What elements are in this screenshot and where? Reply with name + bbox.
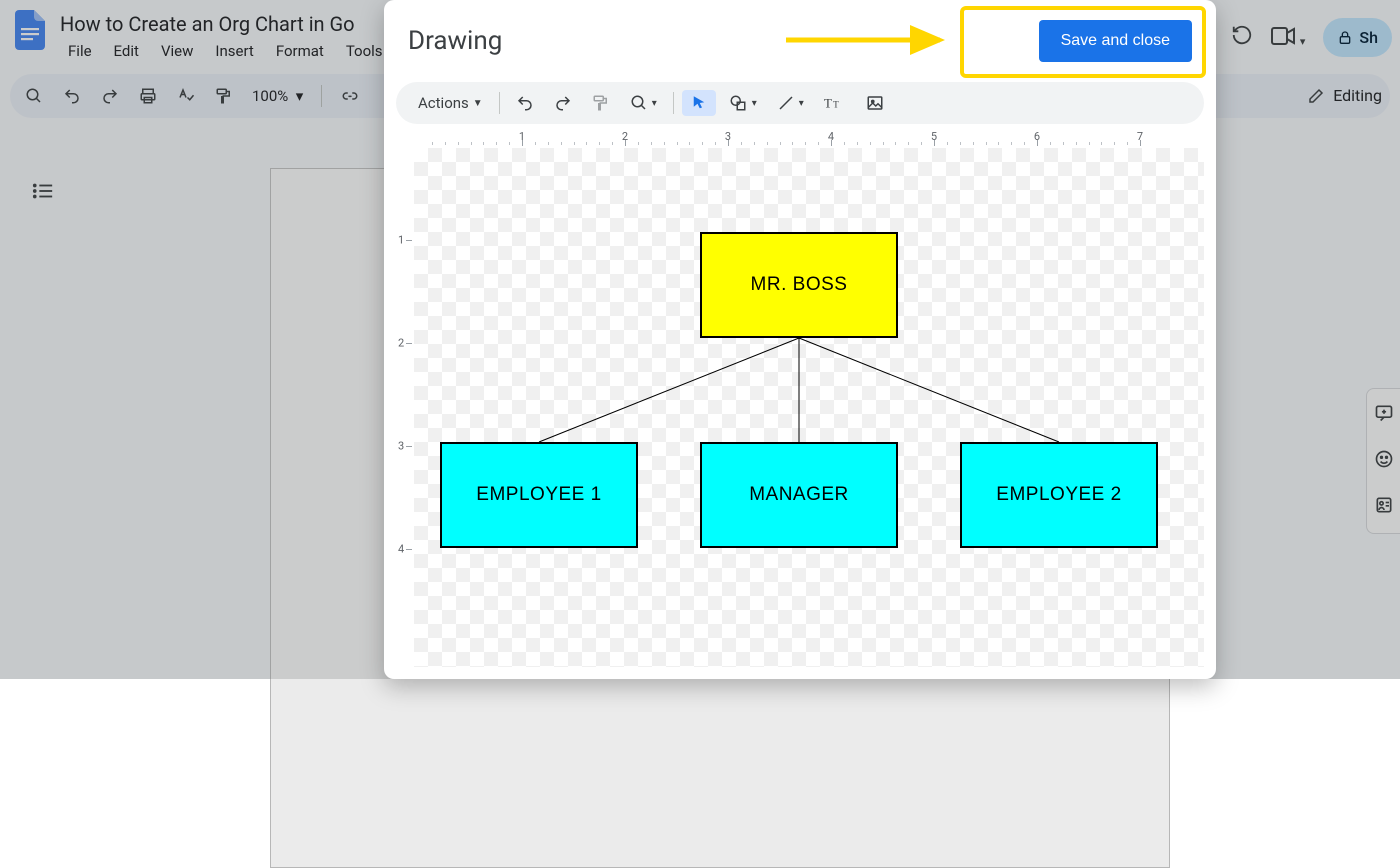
editing-label: Editing — [1333, 86, 1382, 105]
outline-icon[interactable] — [32, 182, 54, 204]
menu-tools[interactable]: Tools — [338, 40, 391, 62]
suggest-icon[interactable] — [1374, 495, 1394, 519]
org-node-boss[interactable]: MR. BOSS — [700, 232, 898, 338]
menu-insert[interactable]: Insert — [207, 40, 261, 62]
select-tool-icon[interactable] — [682, 90, 716, 116]
redo-icon[interactable] — [546, 90, 580, 116]
zoom-tool-icon[interactable]: ▾ — [622, 90, 665, 116]
ruler-tick: 3 — [398, 440, 404, 453]
textbox-tool-icon[interactable]: TT — [816, 91, 854, 115]
drawing-canvas[interactable]: MR. BOSS EMPLOYEE 1 MANAGER EMPLOYEE 2 — [414, 148, 1204, 667]
undo-icon[interactable] — [62, 86, 82, 106]
zoom-dropdown[interactable]: 100% ▾ — [252, 87, 303, 105]
ruler-tick: 4 — [398, 543, 404, 556]
shape-tool-icon[interactable]: ▾ — [720, 90, 765, 116]
docs-logo-icon — [12, 8, 48, 52]
menu-file[interactable]: File — [60, 40, 100, 62]
dialog-title: Drawing — [408, 26, 502, 56]
paint-format-icon[interactable] — [584, 90, 618, 116]
history-icon[interactable] — [1231, 24, 1253, 51]
svg-text:T: T — [824, 97, 832, 111]
share-label: Sh — [1359, 28, 1378, 47]
spellcheck-icon[interactable] — [176, 86, 196, 106]
add-comment-icon[interactable] — [1374, 403, 1394, 427]
org-node-emp1[interactable]: EMPLOYEE 1 — [440, 442, 638, 548]
link-icon[interactable] — [340, 86, 360, 106]
meet-icon[interactable]: ▾ — [1271, 26, 1306, 50]
emoji-icon[interactable] — [1374, 449, 1394, 473]
paint-format-icon[interactable] — [214, 86, 234, 106]
org-node-emp2[interactable]: EMPLOYEE 2 — [960, 442, 1158, 548]
share-button[interactable]: Sh — [1323, 18, 1392, 57]
toolbar-separator — [673, 92, 674, 114]
toolbar-separator — [321, 85, 322, 107]
menu-format[interactable]: Format — [268, 40, 332, 62]
actions-label: Actions — [418, 94, 469, 112]
ruler-tick: 1 — [398, 234, 404, 247]
ruler-tick: 2 — [398, 337, 404, 350]
search-icon[interactable] — [24, 86, 44, 106]
print-icon[interactable] — [138, 86, 158, 106]
zoom-value: 100% — [252, 87, 288, 105]
image-tool-icon[interactable] — [858, 90, 892, 116]
editing-mode[interactable]: Editing — [1307, 86, 1382, 105]
docs-right-controls: ▾ Sh — [1231, 18, 1392, 57]
line-tool-icon[interactable]: ▾ — [769, 90, 812, 116]
doc-title[interactable]: How to Create an Org Chart in Go — [60, 8, 391, 36]
undo-icon[interactable] — [508, 90, 542, 116]
menu-view[interactable]: View — [153, 40, 201, 62]
docs-menubar: File Edit View Insert Format Tools — [60, 36, 391, 68]
org-chart-edges — [414, 148, 1204, 667]
drawing-ruler-vertical: 1 2 3 4 — [396, 148, 414, 667]
toolbar-separator — [499, 92, 500, 114]
dialog-header: Drawing Save and close — [384, 0, 1216, 74]
menu-edit[interactable]: Edit — [106, 40, 147, 62]
save-and-close-button[interactable]: Save and close — [1039, 20, 1192, 62]
org-node-mgr[interactable]: MANAGER — [700, 442, 898, 548]
side-comment-strip — [1366, 388, 1400, 534]
canvas-wrap: 1 2 3 4 MR. BOSS EMPLOYEE 1 MANAGER EMPLOYEE 2 — [396, 148, 1204, 667]
drawing-dialog: Drawing Save and close Actions▼ ▾ ▾ ▾ TT… — [384, 0, 1216, 679]
redo-icon[interactable] — [100, 86, 120, 106]
drawing-ruler-horizontal: 1234567 — [412, 130, 1204, 148]
drawing-toolbar: Actions▼ ▾ ▾ ▾ TT — [396, 82, 1204, 124]
actions-dropdown[interactable]: Actions▼ — [410, 90, 491, 116]
svg-text:T: T — [833, 100, 839, 110]
